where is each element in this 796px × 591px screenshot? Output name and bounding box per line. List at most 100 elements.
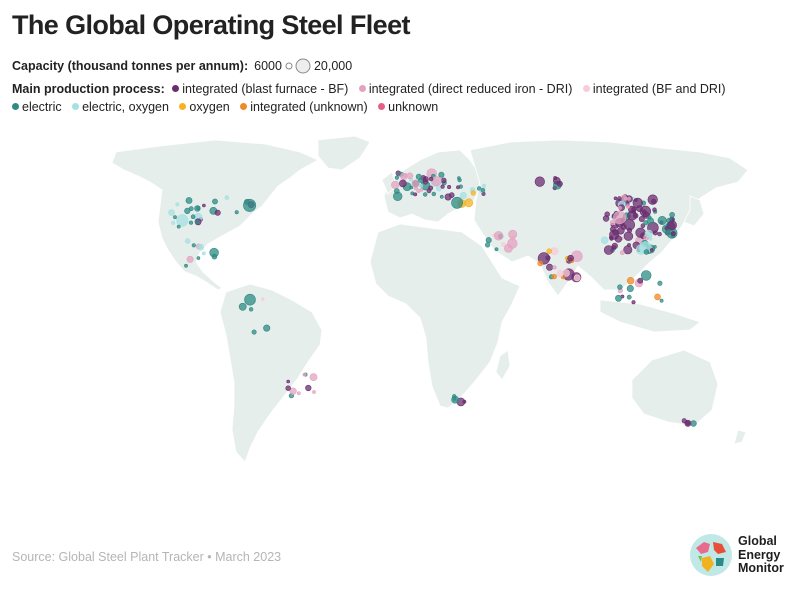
steel-plant-marker[interactable] xyxy=(644,229,653,238)
steel-plant-marker[interactable] xyxy=(546,263,554,271)
steel-plant-marker[interactable] xyxy=(477,186,482,191)
steel-plant-marker[interactable] xyxy=(551,273,557,280)
steel-plant-marker[interactable] xyxy=(184,263,188,268)
steel-plant-marker[interactable] xyxy=(406,172,414,180)
steel-plant-marker[interactable] xyxy=(545,255,551,261)
steel-plant-marker[interactable] xyxy=(190,214,196,219)
steel-plant-marker[interactable] xyxy=(452,394,457,399)
steel-plant-marker[interactable] xyxy=(470,190,476,196)
steel-plant-marker[interactable] xyxy=(481,183,486,188)
steel-plant-marker[interactable] xyxy=(202,203,206,208)
steel-plant-marker[interactable] xyxy=(604,211,610,217)
steel-plant-marker[interactable] xyxy=(168,209,175,216)
steel-plant-marker[interactable] xyxy=(626,294,632,300)
steel-plant-marker[interactable] xyxy=(508,229,518,239)
steel-plant-marker[interactable] xyxy=(196,206,201,211)
steel-plant-marker[interactable] xyxy=(186,255,194,263)
steel-plant-marker[interactable] xyxy=(623,219,636,231)
steel-plant-marker[interactable] xyxy=(659,298,664,303)
steel-plant-marker[interactable] xyxy=(176,214,189,227)
steel-plant-marker[interactable] xyxy=(302,372,307,377)
steel-plant-marker[interactable] xyxy=(611,245,617,251)
steel-plant-marker[interactable] xyxy=(681,418,687,424)
steel-plant-marker[interactable] xyxy=(285,385,291,391)
steel-plant-marker[interactable] xyxy=(613,196,618,201)
steel-plant-marker[interactable] xyxy=(212,198,218,205)
steel-plant-marker[interactable] xyxy=(447,185,452,190)
steel-plant-marker[interactable] xyxy=(617,284,623,290)
steel-plant-marker[interactable] xyxy=(263,324,271,332)
steel-plant-marker[interactable] xyxy=(641,209,647,215)
steel-plant-marker[interactable] xyxy=(617,196,622,201)
steel-plant-marker[interactable] xyxy=(637,277,644,284)
steel-plant-marker[interactable] xyxy=(305,384,312,392)
steel-plant-marker[interactable] xyxy=(201,251,206,256)
steel-plant-marker[interactable] xyxy=(609,219,616,226)
legend-item-oxygen[interactable]: oxygen xyxy=(179,98,230,116)
steel-plant-marker[interactable] xyxy=(418,183,423,188)
steel-plant-marker[interactable] xyxy=(485,242,491,248)
steel-plant-marker[interactable] xyxy=(209,247,219,258)
steel-plant-marker[interactable] xyxy=(623,231,634,241)
steel-plant-marker[interactable] xyxy=(600,236,609,245)
steel-plant-marker[interactable] xyxy=(651,198,657,204)
steel-plant-marker[interactable] xyxy=(423,192,428,197)
steel-plant-marker[interactable] xyxy=(444,193,452,201)
steel-plant-marker[interactable] xyxy=(654,293,661,301)
steel-plant-marker[interactable] xyxy=(556,269,564,278)
steel-plant-marker[interactable] xyxy=(626,277,635,285)
steel-plant-marker[interactable] xyxy=(413,192,418,197)
steel-plant-marker[interactable] xyxy=(652,207,657,212)
steel-plant-marker[interactable] xyxy=(418,177,424,183)
steel-plant-marker[interactable] xyxy=(670,231,676,237)
steel-plant-marker[interactable] xyxy=(627,196,631,201)
steel-plant-marker[interactable] xyxy=(493,231,504,241)
steel-plant-marker[interactable] xyxy=(251,329,257,335)
steel-plant-marker[interactable] xyxy=(459,192,467,200)
steel-plant-marker[interactable] xyxy=(428,176,434,182)
steel-plant-marker[interactable] xyxy=(623,197,628,201)
steel-plant-marker[interactable] xyxy=(184,207,191,214)
steel-plant-marker[interactable] xyxy=(173,215,177,220)
steel-plant-marker[interactable] xyxy=(573,274,581,282)
steel-plant-marker[interactable] xyxy=(567,254,574,262)
steel-plant-marker[interactable] xyxy=(464,198,474,208)
steel-plant-marker[interactable] xyxy=(399,179,407,188)
steel-plant-marker[interactable] xyxy=(619,250,625,256)
steel-plant-marker[interactable] xyxy=(185,238,191,244)
steel-plant-marker[interactable] xyxy=(188,206,194,212)
world-map[interactable] xyxy=(0,130,796,530)
steel-plant-marker[interactable] xyxy=(457,178,462,183)
steel-plant-marker[interactable] xyxy=(194,219,200,224)
steel-plant-marker[interactable] xyxy=(609,229,620,240)
steel-plant-marker[interactable] xyxy=(485,237,492,244)
global-energy-monitor-logo[interactable]: Global Energy Monitor xyxy=(688,532,788,580)
steel-plant-marker[interactable] xyxy=(623,245,633,255)
legend-item-integrated-bf[interactable]: integrated (blast furnace - BF) xyxy=(172,80,348,98)
steel-plant-marker[interactable] xyxy=(185,197,193,204)
steel-plant-marker[interactable] xyxy=(690,420,697,427)
steel-plant-marker[interactable] xyxy=(480,188,486,193)
steel-plant-marker[interactable] xyxy=(260,297,265,301)
steel-plant-marker[interactable] xyxy=(657,231,662,237)
steel-plant-marker[interactable] xyxy=(175,202,180,207)
steel-plant-marker[interactable] xyxy=(643,249,650,255)
steel-plant-marker[interactable] xyxy=(649,248,654,252)
steel-plant-marker[interactable] xyxy=(534,176,545,187)
steel-plant-marker[interactable] xyxy=(312,390,316,394)
steel-plant-marker[interactable] xyxy=(286,379,291,384)
steel-plant-marker[interactable] xyxy=(176,224,181,229)
steel-plant-marker[interactable] xyxy=(431,176,442,187)
steel-plant-marker[interactable] xyxy=(494,247,499,252)
steel-plant-marker[interactable] xyxy=(552,265,557,270)
steel-plant-marker[interactable] xyxy=(440,184,445,189)
steel-plant-marker[interactable] xyxy=(632,197,643,208)
steel-plant-marker[interactable] xyxy=(669,212,675,218)
steel-plant-marker[interactable] xyxy=(214,209,221,216)
steel-plant-marker[interactable] xyxy=(685,420,691,426)
steel-plant-marker[interactable] xyxy=(171,220,176,225)
steel-plant-marker[interactable] xyxy=(552,177,561,185)
steel-plant-marker[interactable] xyxy=(411,179,420,188)
steel-plant-marker[interactable] xyxy=(224,195,230,200)
steel-plant-marker[interactable] xyxy=(431,191,436,197)
